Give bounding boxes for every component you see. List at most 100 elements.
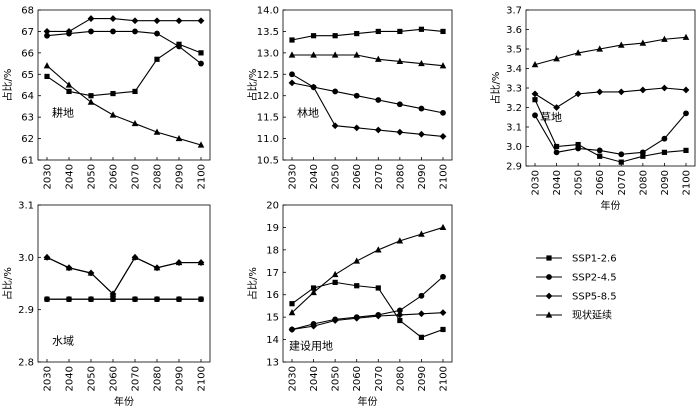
- legend-item-ssp2-4-5: SSP2-4.5: [536, 273, 617, 284]
- data-point-ssp2-4-5: [110, 296, 116, 303]
- x-tick-label: 2060: [352, 164, 363, 189]
- data-point-ssp5-8-5: [639, 86, 647, 94]
- series-line-ssp2-4-5: [534, 112, 687, 155]
- data-point-ssp2-4-5: [176, 296, 182, 303]
- y-tick-label: 18: [266, 245, 279, 256]
- data-point-ssp5-8-5: [596, 88, 604, 96]
- data-point-baseline: [374, 55, 382, 62]
- data-point-ssp1-2-6: [332, 279, 338, 285]
- data-point-ssp2-4-5: [353, 92, 360, 99]
- data-point-ssp5-8-5: [396, 311, 404, 319]
- x-tick-label: 2070: [617, 170, 628, 195]
- data-point-ssp2-4-5: [532, 112, 538, 119]
- y-tick-label: 17: [266, 268, 279, 279]
- data-point-ssp5-8-5: [288, 326, 296, 333]
- data-point-baseline: [396, 237, 404, 244]
- y-tick-label: 3.5: [506, 45, 522, 56]
- data-point-ssp2-4-5: [44, 296, 50, 303]
- panel-construction: 13 14 15 16 17 18 19 20 2030 2040 2050 2060 2070 2080…: [246, 201, 453, 408]
- data-point-ssp2-4-5: [683, 110, 689, 117]
- data-point-ssp1-2-6: [597, 153, 603, 159]
- data-point-ssp5-8-5: [353, 314, 361, 322]
- y-tick-label: 19: [266, 223, 279, 234]
- x-tick-label: 2100: [682, 170, 693, 195]
- data-point-baseline: [418, 230, 425, 237]
- data-point-ssp5-8-5: [418, 310, 425, 318]
- data-point-ssp2-4-5: [198, 60, 204, 67]
- plot-frame: [282, 204, 453, 363]
- data-point-ssp1-2-6: [110, 90, 116, 97]
- series-line-baseline: [46, 65, 202, 146]
- x-tick-label: 2050: [574, 170, 585, 195]
- data-point-ssp1-2-6: [132, 88, 138, 95]
- x-tick-label: 2090: [175, 164, 186, 189]
- data-point-ssp1-2-6: [310, 33, 317, 39]
- data-point-baseline: [682, 33, 690, 40]
- data-point-ssp2-4-5: [289, 71, 295, 78]
- x-tick-label: 2060: [595, 170, 606, 195]
- data-point-ssp1-2-6: [310, 285, 317, 291]
- legend-marker: [546, 274, 552, 280]
- data-point-ssp5-8-5: [531, 90, 539, 98]
- panel-label: 耕地: [52, 106, 74, 120]
- y-tick-label: 13.5: [257, 27, 279, 38]
- data-point-ssp2-4-5: [132, 296, 138, 303]
- series-line-baseline: [534, 36, 687, 66]
- x-axis-title: 年份: [601, 199, 621, 212]
- series-line-ssp5-8-5: [291, 82, 444, 137]
- x-tick-label: 2070: [131, 164, 142, 189]
- data-point-baseline: [288, 51, 296, 58]
- data-point-ssp5-8-5: [553, 104, 560, 111]
- y-tick-label: 3.6: [506, 25, 522, 36]
- legend-label: SSP1-2.6: [572, 254, 617, 265]
- data-point-ssp1-2-6: [332, 33, 338, 39]
- x-tick-label: 2090: [417, 366, 428, 391]
- legend-label: SSP5-8.5: [572, 292, 617, 303]
- data-point-ssp1-2-6: [289, 37, 295, 43]
- legend-label: 现状延续: [572, 309, 612, 322]
- data-point-ssp5-8-5: [310, 83, 317, 91]
- y-tick-label: 2.9: [18, 305, 34, 316]
- data-point-baseline: [288, 309, 296, 316]
- data-point-ssp5-8-5: [661, 84, 668, 92]
- data-point-ssp5-8-5: [310, 322, 317, 330]
- data-point-ssp1-2-6: [575, 141, 581, 148]
- data-point-baseline: [574, 49, 582, 56]
- x-tick-label: 2100: [197, 164, 208, 189]
- data-point-baseline: [331, 51, 339, 58]
- x-tick-label: 2070: [374, 164, 385, 189]
- data-point-ssp2-4-5: [154, 30, 160, 37]
- data-point-ssp1-2-6: [397, 28, 403, 35]
- data-point-ssp1-2-6: [683, 147, 689, 153]
- x-tick-label: 2030: [288, 164, 299, 189]
- data-point-baseline: [65, 81, 73, 88]
- data-point-ssp1-2-6: [532, 97, 538, 103]
- data-point-baseline: [175, 258, 183, 266]
- legend-item-ssp5-8-5: SSP5-8.5: [536, 292, 617, 303]
- data-point-ssp1-2-6: [618, 159, 624, 165]
- data-point-ssp5-8-5: [197, 17, 205, 25]
- y-tick-label: 15: [266, 313, 279, 324]
- data-point-ssp2-4-5: [553, 149, 560, 156]
- y-tick-label: 3.0: [18, 253, 34, 264]
- x-tick-label: 2060: [109, 164, 120, 189]
- data-point-ssp1-2-6: [44, 73, 50, 80]
- legend-item-ssp1-2-6: SSP1-2.6: [536, 254, 617, 265]
- x-tick-label: 2040: [65, 164, 76, 189]
- legend-label: SSP2-4.5: [572, 273, 617, 284]
- series-line-ssp1-2-6: [46, 43, 202, 97]
- y-tick-label: 3.0: [506, 142, 522, 153]
- y-tick-label: 11.5: [257, 113, 279, 124]
- x-tick-label: 2080: [153, 164, 164, 189]
- panel-forest: 10.5 11.0 11.5 12.0 12.5 13.0 13.5 14.0 2030 2040…: [246, 6, 453, 189]
- y-tick-label: 3.1: [18, 201, 34, 212]
- data-point-ssp5-8-5: [439, 133, 447, 140]
- series-line-ssp5-8-5: [534, 87, 687, 109]
- x-tick-label: 2040: [309, 164, 320, 189]
- data-point-ssp2-4-5: [332, 88, 339, 95]
- x-axis-title: 年份: [114, 395, 134, 408]
- data-point-ssp1-2-6: [289, 301, 295, 307]
- data-point-ssp5-8-5: [439, 309, 447, 317]
- data-point-ssp2-4-5: [88, 296, 94, 303]
- series-line-ssp1-2-6: [291, 281, 444, 338]
